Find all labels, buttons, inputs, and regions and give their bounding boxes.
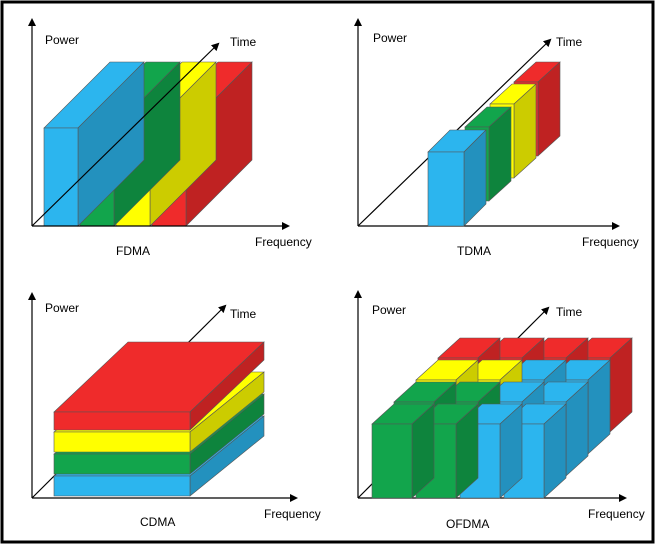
ofdma-blocks [371, 337, 633, 499]
cdma-frequency-label: Frequency [264, 507, 321, 521]
ofdma-panel: Power Time Frequency OFDMA [354, 290, 645, 531]
cdma-power-label: Power [45, 301, 79, 315]
cdma-panel: Power Time Frequency CDMA [28, 292, 321, 529]
fdma-panel: Power Time Frequency FDMA [28, 18, 312, 258]
cdma-layer-blue-front [53, 475, 191, 497]
fdma-block-1 [43, 61, 145, 227]
ofdma-tile-r3-c0-front [371, 423, 413, 499]
cdma-title: CDMA [140, 515, 175, 529]
tdma-title: TDMA [457, 244, 491, 258]
tdma-blocks [427, 61, 561, 227]
cdma-time-label: Time [230, 307, 257, 321]
fdma-time-label: Time [230, 35, 257, 49]
ofdma-frequency-label: Frequency [588, 507, 645, 521]
cdma-layer-green-front [53, 453, 191, 475]
ofdma-power-label: Power [372, 303, 406, 317]
cdma-blocks [53, 341, 265, 497]
fdma-block-1-front [43, 127, 79, 227]
tdma-block-blue-front [427, 151, 465, 227]
fdma-power-label: Power [45, 33, 79, 47]
tdma-time-label: Time [556, 35, 583, 49]
ofdma-tile-r3-c0 [371, 403, 435, 499]
ofdma-time-label: Time [556, 305, 583, 319]
tdma-power-label: Power [373, 31, 407, 45]
cdma-layer-yellow-front [53, 431, 191, 453]
fdma-title: FDMA [116, 244, 150, 258]
tdma-block-blue [427, 129, 487, 227]
ofdma-title: OFDMA [446, 517, 489, 531]
cdma-layer-red [53, 341, 265, 431]
fdma-time-axis [31, 42, 220, 227]
tdma-frequency-label: Frequency [582, 235, 639, 249]
cdma-layer-red-front [53, 411, 191, 431]
tdma-panel: Power Time Frequency TDMA [354, 18, 639, 258]
fdma-frequency-label: Frequency [255, 235, 312, 249]
